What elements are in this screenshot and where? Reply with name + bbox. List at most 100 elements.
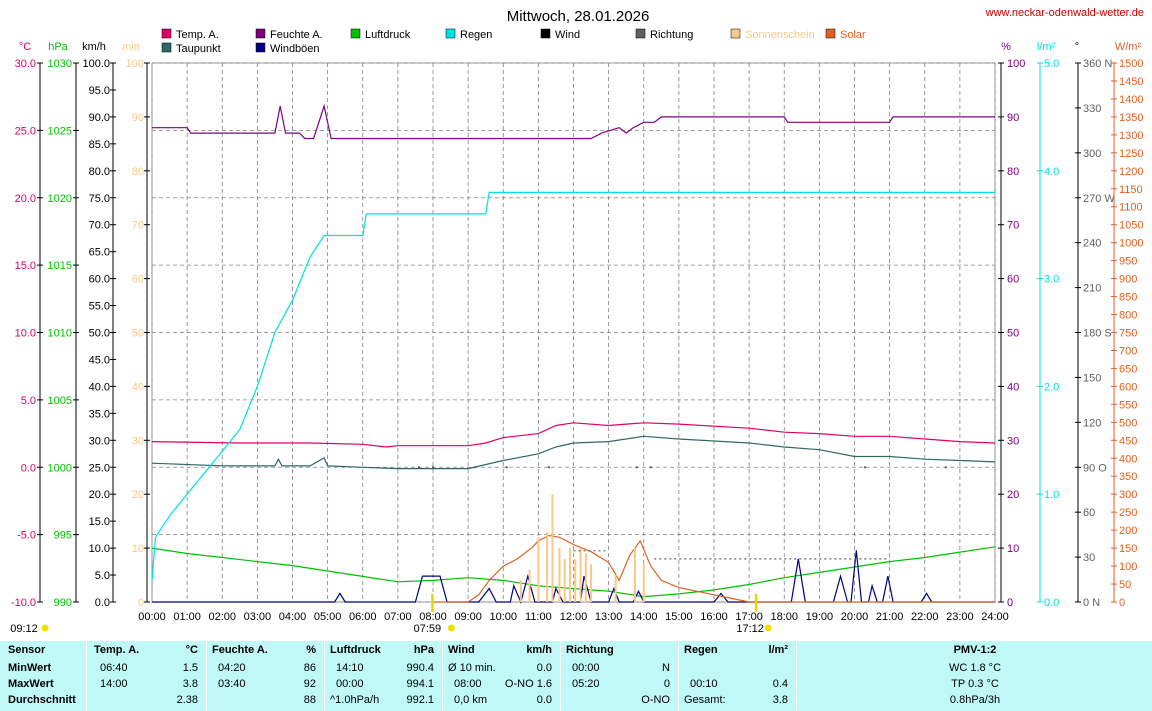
tick-label-pressure: 1000 (48, 462, 72, 474)
tick-label-sun: 80 (132, 166, 144, 178)
tick-label-wind: 0.0 (95, 597, 110, 609)
tick-label-solar: 500 (1119, 417, 1137, 429)
x-tick-label: 10:00 (489, 611, 517, 623)
tick-label-wind: 35.0 (89, 408, 110, 420)
tick-label-humidity: 80 (1007, 166, 1019, 178)
series-temp-a- (151, 422, 996, 448)
tick-label-direction: 180 S (1083, 328, 1112, 340)
tick-label-solar: 1250 (1119, 148, 1143, 160)
tick-label-humidity: 40 (1007, 381, 1019, 393)
stats-druck-avg-value: 992.1 (406, 694, 434, 706)
tick-label-solar: 1300 (1119, 130, 1143, 142)
x-tick-label: 07:00 (384, 611, 412, 623)
tick-label-direction: 120 (1083, 417, 1101, 429)
unit-solar: W/m² (1115, 41, 1142, 53)
stats-col-pmv: PMV-1:2 WC 1.8 °C TP 0.3 °C 0.8hPa/3h (798, 641, 1152, 711)
tick-label-humidity: 50 (1007, 328, 1019, 340)
legend-swatch (635, 28, 646, 39)
tick-label-solar: 900 (1119, 274, 1137, 286)
tick-label-solar: 1000 (1119, 238, 1143, 250)
stats-header-sensor: Sensor (8, 644, 46, 656)
tick-label-pressure: 1005 (48, 395, 72, 407)
stats-header-wind-unit: km/h (526, 644, 552, 656)
tick-label-wind: 90.0 (89, 112, 110, 124)
stats-col-wind: Wind km/h Ø 10 min. 0.0 08:00 O-NO 1.6 0… (444, 641, 558, 711)
tick-label-temp: 25.0 (15, 125, 36, 137)
chart-axes: 30.025.020.015.010.05.00.0-5.0-10.010301… (11, 58, 1144, 623)
legend-swatch (350, 28, 361, 39)
tick-label-wind: 30.0 (89, 435, 110, 447)
stats-col-druck: Luftdruck hPa 14:10 990.4 00:00 994.1 ^1… (326, 641, 440, 711)
legend-label: Wind (555, 29, 580, 41)
website-link[interactable]: www.neckar-odenwald-wetter.de (985, 7, 1144, 19)
tick-label-wind: 80.0 (89, 166, 110, 178)
series-feuchte-a- (152, 103, 995, 140)
tick-label-solar: 300 (1119, 489, 1137, 501)
sunshine-bar (590, 564, 593, 602)
stats-richtung-max-time: 05:20 (572, 678, 600, 690)
stats-header-feuchte: Feuchte A. (212, 644, 268, 656)
tick-label-rain: 2.0 (1044, 381, 1059, 393)
tick-label-wind: 60.0 (89, 274, 110, 286)
legend-swatch (825, 28, 836, 39)
sunshine-bar (584, 553, 587, 602)
legend-swatch (730, 28, 741, 39)
tick-label-solar: 1100 (1119, 202, 1143, 214)
tick-label-solar: 100 (1119, 561, 1137, 573)
sunset-time: 17:12 (736, 623, 764, 635)
stats-header-regen-unit: l/m² (768, 644, 788, 656)
tick-label-temp: 10.0 (15, 328, 36, 340)
stats-wind-avg-value: 0.0 (536, 694, 552, 706)
stats-col-richtung: Richtung 00:00 N 05:20 0 O-NO (562, 641, 676, 711)
stats-temp-min-time: 06:40 (100, 662, 128, 674)
tick-label-wind: 15.0 (89, 516, 110, 528)
stats-pmv-trend: 0.8hPa/3h (949, 694, 1001, 706)
x-tick-label: 00:00 (138, 611, 166, 623)
stats-label-max: MaxWert (8, 678, 54, 690)
stats-header-richtung: Richtung (566, 644, 614, 656)
x-tick-label: 17:00 (735, 611, 763, 623)
chart-title: Mittwoch, 28.01.2026 (507, 8, 650, 25)
stats-temp-min-value: 1.5 (182, 662, 198, 674)
tick-label-solar: 350 (1119, 471, 1137, 483)
x-tick-label: 23:00 (946, 611, 974, 623)
x-tick-label: 14:00 (630, 611, 658, 623)
direction-dot (417, 466, 420, 469)
tick-label-rain: 3.0 (1044, 274, 1059, 286)
unit-rain: l/m² (1037, 41, 1056, 53)
tick-label-direction: 60 (1083, 507, 1095, 519)
chart-grid (151, 62, 996, 603)
tick-label-wind: 10.0 (89, 543, 110, 555)
tick-label-solar: 1400 (1119, 94, 1143, 106)
series-regen (151, 191, 995, 581)
tick-label-wind: 25.0 (89, 462, 110, 474)
direction-dot (635, 466, 638, 469)
stats-richtung-avg-value: O-NO (641, 694, 670, 706)
tick-label-rain: 0.0 (1044, 597, 1059, 609)
tick-label-solar: 0 (1119, 597, 1125, 609)
tick-label-solar: 950 (1119, 256, 1137, 268)
statistics-table: Sensor MinWert MaxWert Durchschnitt Temp… (0, 641, 1152, 711)
tick-label-humidity: 30 (1007, 435, 1019, 447)
sunset-icon (764, 624, 772, 632)
sunshine-bar (551, 494, 554, 602)
sunshine-bar (642, 564, 645, 602)
sunshine-bar (519, 580, 522, 602)
tick-label-wind: 65.0 (89, 247, 110, 259)
tick-label-pressure: 1030 (48, 58, 72, 70)
legend-label: Windböen (270, 43, 320, 55)
stats-col-regen: Regen l/m² 00:10 0.4 Gesamt: 3.8 (680, 641, 794, 711)
stats-druck-max-time: 00:00 (336, 678, 364, 690)
tick-label-humidity: 90 (1007, 112, 1019, 124)
tick-label-rain: 1.0 (1044, 489, 1059, 501)
chart-series (151, 103, 996, 604)
stats-header-druck: Luftdruck (330, 644, 381, 656)
tick-label-humidity: 60 (1007, 274, 1019, 286)
tick-label-solar: 750 (1119, 328, 1137, 340)
tick-label-solar: 850 (1119, 292, 1137, 304)
stats-druck-trend: ^1.0hPa/h (330, 694, 380, 706)
stats-richtung-max-value: 0 (663, 678, 670, 690)
tick-label-solar: 450 (1119, 435, 1137, 447)
direction-dot (474, 466, 477, 469)
stats-wind-max-time: 08:00 (454, 678, 482, 690)
